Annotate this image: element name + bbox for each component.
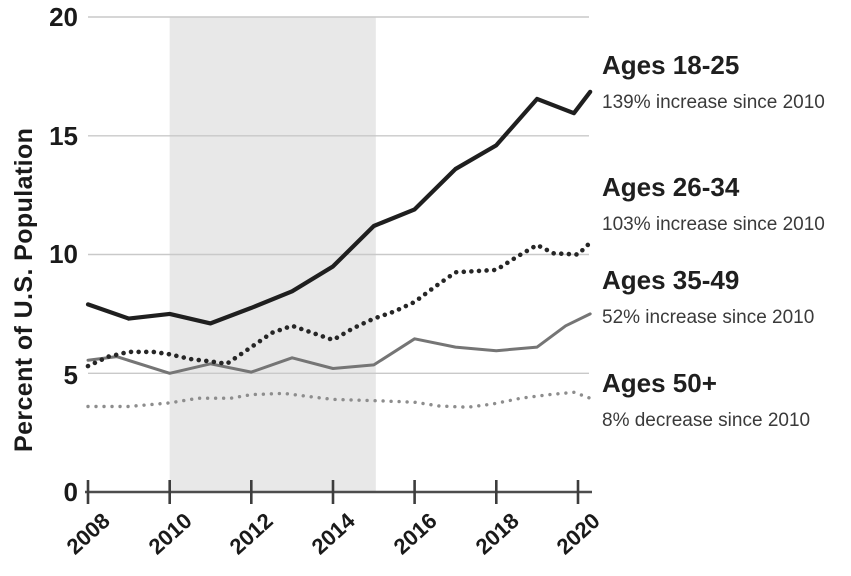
legend-subtitle-ages-35-49: 52% increase since 2010 (602, 307, 815, 328)
y-tick-label-10: 10 (49, 239, 78, 269)
legend-subtitle-ages-18-25: 139% increase since 2010 (602, 92, 825, 113)
y-tick-label-5: 5 (63, 360, 78, 390)
legend-title-ages-35-49: Ages 35-49 (602, 265, 740, 295)
legend-subtitle-ages-26-34: 103% increase since 2010 (602, 214, 825, 235)
y-tick-label-20: 20 (49, 2, 78, 32)
legend-entry-ages-18-25: Ages 18-25 139% increase since 2010 (602, 50, 850, 114)
legend-entry-ages-26-34: Ages 26-34 103% increase since 2010 (602, 172, 850, 236)
y-tick-label-15: 15 (49, 121, 78, 151)
legend-subtitle-ages-50-plus: 8% decrease since 2010 (602, 410, 811, 431)
legend-title-ages-26-34: Ages 26-34 (602, 172, 740, 202)
legend-entry-ages-35-49: Ages 35-49 52% increase since 2010 (602, 265, 850, 329)
legend-title-ages-18-25: Ages 18-25 (602, 50, 740, 80)
y-axis-title: Percent of U.S. Population (10, 127, 38, 452)
y-tick-label-0: 0 (63, 477, 78, 507)
legend-entry-ages-50-plus: Ages 50+ 8% decrease since 2010 (602, 368, 850, 432)
legend-title-ages-50-plus: Ages 50+ (602, 368, 717, 398)
